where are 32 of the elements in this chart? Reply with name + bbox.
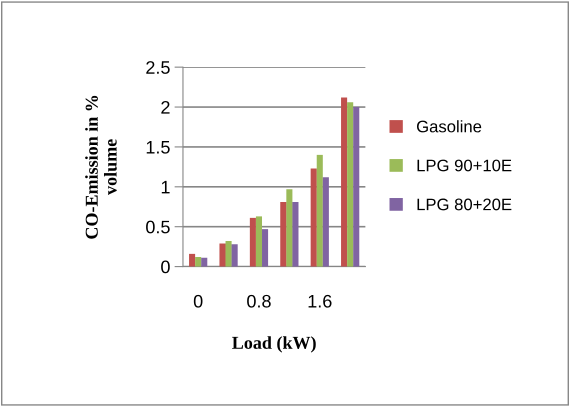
bar <box>322 177 329 267</box>
x-tick-label: 0 <box>194 294 202 308</box>
bar <box>201 258 208 267</box>
bar <box>292 202 298 267</box>
bar <box>219 243 226 267</box>
y-tick-label: 0 <box>161 260 170 274</box>
y-tick-label: 2.5 <box>146 61 170 74</box>
y-tick-label: 2 <box>161 100 170 114</box>
bar <box>189 254 196 267</box>
bar <box>250 218 256 267</box>
bar <box>286 189 292 267</box>
bar <box>262 229 268 267</box>
bar <box>347 102 354 267</box>
bar <box>341 97 348 267</box>
legend-label: LPG 80+20E <box>418 198 512 210</box>
bar <box>232 244 238 267</box>
legend-label: LPG 90+10E <box>418 160 512 172</box>
y-tick-label: 1 <box>162 180 170 194</box>
bar <box>280 202 286 267</box>
y-axis-title: CO-Emission in % volume <box>85 96 117 239</box>
bar <box>316 154 323 267</box>
bar <box>226 241 232 267</box>
y-tick-label: 1.5 <box>146 141 170 154</box>
x-axis-title: Load (kW) <box>232 336 316 353</box>
y-tick-label: 0.5 <box>146 220 170 234</box>
x-tick-label: 1.6 <box>308 294 332 308</box>
legend-label: Gasoline <box>416 120 482 132</box>
x-tick-label: 0.8 <box>247 294 271 308</box>
bar <box>195 257 202 267</box>
bar <box>256 216 262 267</box>
bar <box>310 168 317 267</box>
bar <box>353 107 360 267</box>
